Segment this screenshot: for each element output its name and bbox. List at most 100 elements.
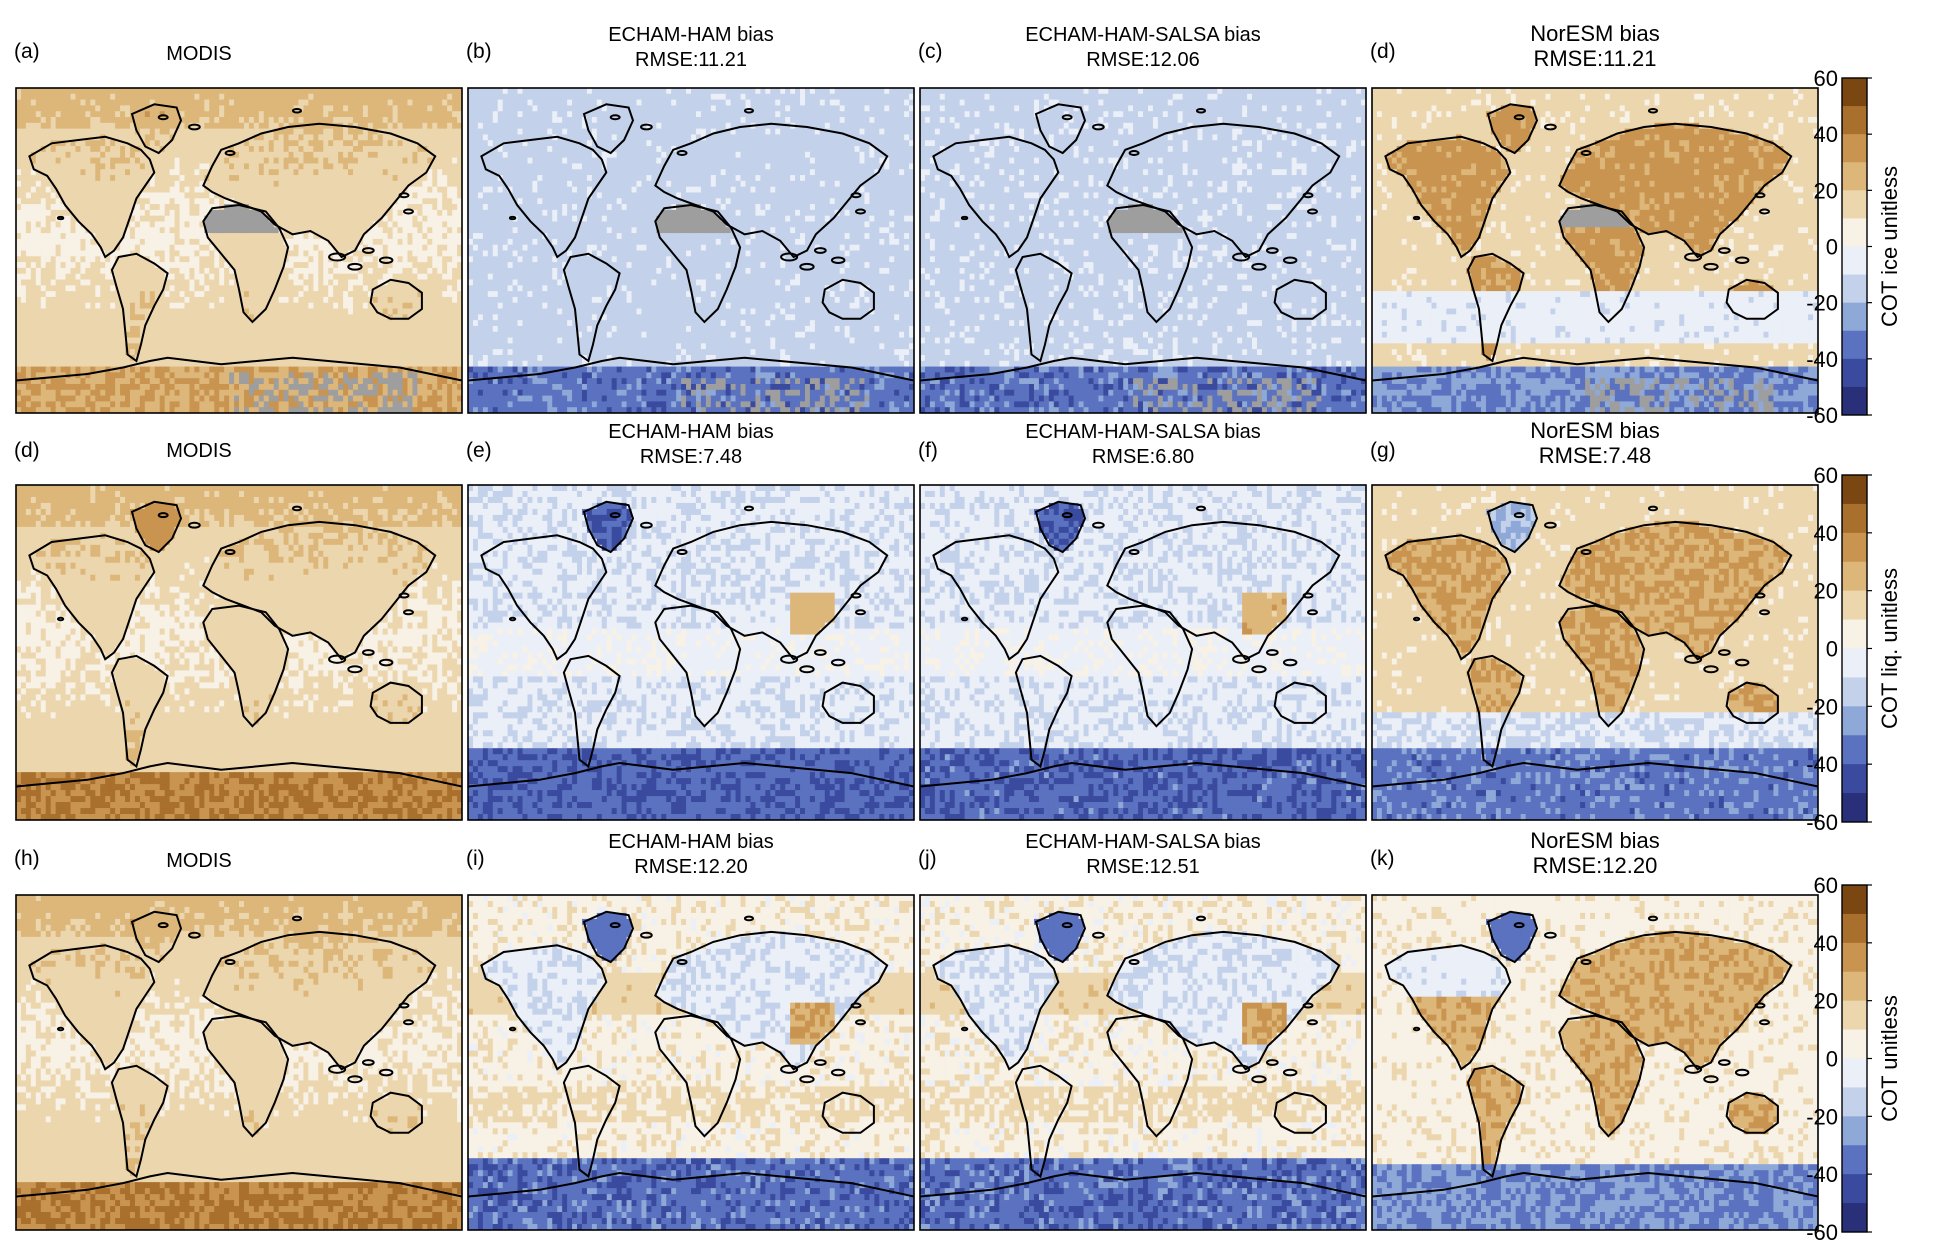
colorbar-segment bbox=[1842, 331, 1867, 360]
colorbar-tick-label: 20 bbox=[1814, 579, 1838, 604]
colorbar-segment bbox=[1842, 247, 1867, 276]
panel-letter: (b) bbox=[466, 40, 492, 63]
panel-title: ECHAM-HAM bias bbox=[608, 831, 774, 853]
panel-letter: (g) bbox=[1370, 439, 1396, 462]
colorbar-segment bbox=[1842, 914, 1867, 943]
colorbar-segment bbox=[1842, 275, 1867, 304]
colorbar-segment bbox=[1842, 943, 1867, 972]
panel-letter: (h) bbox=[14, 847, 40, 870]
colorbar-tick-label: 20 bbox=[1814, 989, 1838, 1014]
panel-letter: (e) bbox=[466, 439, 492, 462]
map-field bbox=[16, 485, 463, 821]
panel-title: ECHAM-HAM bias bbox=[608, 24, 774, 46]
colorbar-tick-label: 40 bbox=[1814, 521, 1838, 546]
colorbar-segment bbox=[1842, 1030, 1867, 1059]
map-field bbox=[468, 895, 915, 1231]
colorbar-segment bbox=[1842, 106, 1867, 135]
panel-rmse: RMSE:12.51 bbox=[1086, 856, 1199, 878]
colorbar-tick-label: -60 bbox=[1806, 810, 1838, 835]
colorbar-segment bbox=[1842, 1116, 1867, 1145]
colorbar-label: COT ice unitless bbox=[1877, 166, 1902, 327]
colorbar-segment bbox=[1842, 972, 1867, 1001]
panel-letter: (a) bbox=[14, 40, 40, 63]
colorbar-label: COT liq. unitless bbox=[1877, 568, 1902, 729]
map-field bbox=[468, 88, 915, 414]
colorbar-segment bbox=[1842, 1059, 1867, 1088]
colorbar-segment bbox=[1842, 303, 1867, 332]
panel-rmse: RMSE:6.80 bbox=[1092, 446, 1194, 468]
colorbar-tick-label: -60 bbox=[1806, 1220, 1838, 1245]
map-panel-b: (b) ECHAM-HAM bias RMSE:11.21 bbox=[466, 24, 915, 414]
panel-letter: (j) bbox=[918, 847, 937, 870]
colorbar-segment bbox=[1842, 793, 1867, 822]
colorbar-segment bbox=[1842, 885, 1867, 914]
colorbar-segment bbox=[1842, 1145, 1867, 1174]
map-field bbox=[1372, 895, 1819, 1231]
colorbar-segment bbox=[1842, 78, 1867, 107]
map-field bbox=[1372, 88, 1819, 414]
colorbar-tick-label: -40 bbox=[1806, 347, 1838, 372]
colorbar-segment bbox=[1842, 649, 1867, 678]
colorbar-segment bbox=[1842, 134, 1867, 163]
panel-rmse: RMSE:11.21 bbox=[635, 49, 747, 71]
colorbar-segment bbox=[1842, 475, 1867, 504]
map-field bbox=[920, 485, 1367, 821]
panel-letter: (k) bbox=[1370, 847, 1395, 870]
panel-title: ECHAM-HAM-SALSA bias bbox=[1025, 421, 1261, 443]
colorbar-segment bbox=[1842, 387, 1867, 416]
map-field bbox=[1372, 485, 1819, 821]
panel-title: ECHAM-HAM-SALSA bias bbox=[1025, 24, 1261, 46]
colorbar-segment bbox=[1842, 533, 1867, 562]
colorbar-tick-label: 0 bbox=[1826, 235, 1838, 260]
colorbar-tick-label: 0 bbox=[1826, 1047, 1838, 1072]
panel-rmse: RMSE:11.21 bbox=[1533, 46, 1656, 71]
panel-rmse: RMSE:7.48 bbox=[640, 446, 742, 468]
panel-rmse: RMSE:12.20 bbox=[634, 856, 747, 878]
panel-title: NorESM bias bbox=[1530, 828, 1660, 853]
colorbar-tick-label: 60 bbox=[1814, 66, 1838, 91]
colorbar-tick-label: -20 bbox=[1806, 694, 1838, 719]
colorbar-tick-label: -40 bbox=[1806, 752, 1838, 777]
panel-letter: (c) bbox=[918, 40, 943, 63]
colorbar-tick-label: -20 bbox=[1806, 1104, 1838, 1129]
colorbar-tick-label: 20 bbox=[1814, 178, 1838, 203]
colorbar-segment bbox=[1842, 562, 1867, 591]
panel-title: MODIS bbox=[166, 850, 232, 872]
colorbar-tick-label: -40 bbox=[1806, 1162, 1838, 1187]
colorbar-segment bbox=[1842, 1203, 1867, 1232]
colorbar-tick-label: 60 bbox=[1814, 873, 1838, 898]
colorbar-segment bbox=[1842, 764, 1867, 793]
map-panel-h: (h) MODIS bbox=[14, 847, 463, 1231]
colorbar-segment bbox=[1842, 359, 1867, 388]
panel-title: MODIS bbox=[166, 440, 232, 462]
colorbar-segment bbox=[1842, 504, 1867, 533]
panel-rmse: RMSE:12.20 bbox=[1533, 853, 1658, 878]
map-field bbox=[468, 485, 915, 821]
panel-letter: (d) bbox=[14, 439, 40, 462]
colorbar-segment bbox=[1842, 677, 1867, 706]
colorbar: 60 40 20 0 -20 -40 -60 COT liq. unitless bbox=[1806, 463, 1902, 835]
colorbar-tick-label: 0 bbox=[1826, 637, 1838, 662]
map-field bbox=[920, 895, 1367, 1231]
colorbar-segment bbox=[1842, 218, 1867, 247]
colorbar-tick-label: 60 bbox=[1814, 463, 1838, 488]
map-panel-j: (j) ECHAM-HAM-SALSA bias RMSE:12.51 bbox=[918, 831, 1367, 1231]
colorbar-segment bbox=[1842, 190, 1867, 219]
panel-title: ECHAM-HAM-SALSA bias bbox=[1025, 831, 1261, 853]
colorbar-tick-label: -20 bbox=[1806, 291, 1838, 316]
colorbar-label: COT unitless bbox=[1877, 995, 1902, 1122]
colorbar-tick-label: 40 bbox=[1814, 122, 1838, 147]
panel-title: MODIS bbox=[166, 43, 232, 65]
map-field bbox=[16, 895, 463, 1231]
map-field bbox=[16, 88, 463, 414]
